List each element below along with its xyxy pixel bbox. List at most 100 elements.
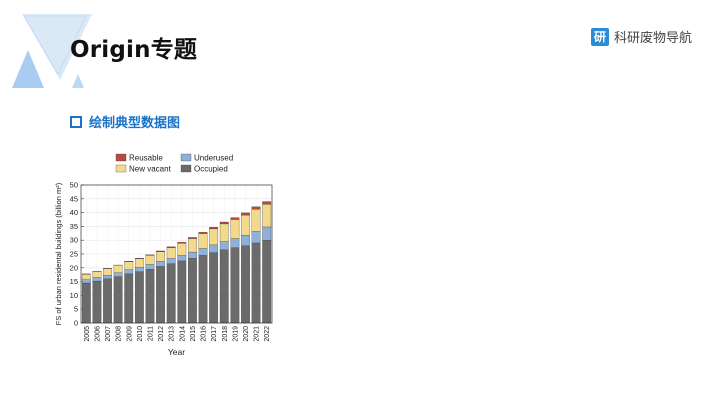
bar-reusable-2021	[251, 206, 261, 210]
legend-label-underused: Underused	[194, 154, 233, 163]
bar-occupied-2008	[113, 276, 123, 324]
x-tick-label: 2022	[264, 326, 271, 342]
brand-text: 科研废物导航	[613, 31, 692, 46]
bar-reusable-2022	[262, 201, 272, 205]
deco-triangle-large	[22, 14, 92, 80]
bar-new-vacant-2009	[124, 261, 134, 270]
y-axis-label: FS of urban residental buildings (billio…	[54, 182, 63, 325]
plot-frame	[80, 184, 273, 324]
y-tick-label: 30	[70, 236, 78, 245]
bar-reusable-2019	[230, 217, 240, 220]
bar-new-vacant-2022	[262, 204, 272, 228]
brand: 研 科研废物导航	[590, 27, 692, 46]
bar-occupied-2016	[198, 255, 208, 324]
bar-reusable-2011	[145, 254, 155, 256]
legend-label-reusable: Reusable	[129, 154, 163, 163]
bar-new-vacant-2005	[81, 273, 91, 280]
bar-reusable-2015	[188, 237, 197, 239]
bar-underused-2008	[113, 272, 123, 277]
bar-underused-2014	[177, 255, 187, 262]
x-tick-label: 2021	[254, 326, 261, 342]
bar-underused-2016	[198, 248, 208, 256]
bar-reusable-2013	[166, 246, 176, 248]
bar-occupied-2012	[156, 266, 165, 324]
x-tick-label: 2019	[232, 326, 239, 342]
bar-new-vacant-2008	[113, 265, 123, 273]
bar-new-vacant-2013	[166, 247, 176, 259]
bar-occupied-2005	[81, 282, 91, 324]
bar-reusable-2017	[209, 227, 219, 230]
deco-triangle-tiny	[72, 74, 84, 88]
bar-occupied-2022	[262, 240, 272, 324]
bar-underused-2006	[92, 277, 102, 282]
x-tick-label: 2007	[105, 326, 112, 342]
bar-underused-2020	[241, 235, 250, 246]
y-tick-label: 5	[74, 305, 78, 314]
deco-triangle-small	[12, 50, 44, 88]
bar-new-vacant-2012	[156, 251, 165, 262]
bar-occupied-2021	[251, 242, 261, 324]
bar-new-vacant-2015	[188, 238, 197, 253]
legend-label-new-vacant: New vacant	[129, 165, 172, 174]
bar-occupied-2006	[92, 280, 102, 324]
bar-new-vacant-2019	[230, 219, 240, 239]
y-tick-label: 40	[70, 208, 78, 217]
bar-occupied-2019	[230, 247, 240, 324]
brand-logo-icon: 研	[590, 27, 609, 46]
slide-title: Origin专题	[70, 37, 198, 63]
bar-occupied-2007	[103, 278, 112, 324]
bar-underused-2021	[251, 231, 261, 244]
deco-triangle-outline	[23, 15, 87, 76]
bar-occupied-2015	[188, 257, 197, 324]
x-tick-label: 2015	[190, 326, 197, 342]
bar-underused-2022	[262, 226, 272, 241]
bar-underused-2013	[166, 258, 176, 264]
stacked-bar-chart: 0 5 10 15 20 25 30 35 40 45 50 2005 2006 2007 2008 2009…	[54, 153, 273, 357]
bar-underused-2007	[103, 275, 112, 279]
legend-label-occupied: Occupied	[194, 165, 228, 174]
y-tick-label: 50	[70, 181, 78, 190]
x-tick-label: 2014	[179, 326, 186, 342]
bar-new-vacant-2018	[219, 223, 229, 242]
bar-underused-2018	[219, 241, 229, 251]
section-heading: 绘制典型数据图	[70, 112, 180, 131]
bar-underused-2015	[188, 251, 197, 259]
x-tick-label: 2009	[126, 326, 133, 342]
bar-underused-2005	[81, 279, 91, 284]
bar-new-vacant-2020	[241, 214, 250, 236]
bar-occupied-2010	[134, 271, 144, 324]
y-tick-label: 35	[70, 222, 78, 231]
bar-reusable-2012	[156, 250, 165, 252]
bar-occupied-2018	[219, 249, 229, 324]
x-tick-label: 2005	[84, 326, 91, 342]
bar-underused-2012	[156, 261, 165, 267]
bar-reusable-2016	[198, 232, 208, 234]
y-tick-label: 0	[74, 319, 78, 328]
section-label: 绘制典型数据图	[89, 116, 181, 131]
legend-swatch-underused	[180, 153, 192, 162]
bar-occupied-2009	[124, 273, 134, 324]
bar-new-vacant-2016	[198, 233, 208, 249]
bar-reusable-2020	[241, 212, 250, 216]
x-tick-label: 2006	[94, 326, 101, 342]
bar-underused-2009	[124, 269, 134, 275]
x-tick-label: 2008	[116, 326, 123, 342]
bar-underused-2019	[230, 238, 240, 248]
x-tick-label: 2018	[222, 326, 229, 342]
legend-swatch-occupied	[180, 164, 192, 173]
bar-reusable-2018	[219, 221, 229, 225]
bar-new-vacant-2010	[134, 258, 144, 268]
bar-occupied-2014	[177, 260, 187, 324]
y-tick-label: 10	[70, 291, 78, 300]
bar-new-vacant-2007	[103, 268, 112, 276]
y-tick-label: 25	[70, 250, 78, 259]
bar-occupied-2020	[241, 245, 250, 324]
corner-decoration	[12, 14, 92, 88]
bar-new-vacant-2011	[145, 255, 155, 265]
legend-swatch-reusable	[115, 153, 127, 162]
bar-reusable-2014	[177, 241, 187, 244]
bar-reusable-2009	[124, 261, 134, 262]
legend-swatch-new-vacant	[115, 164, 127, 173]
square-bullet-icon	[70, 115, 82, 128]
x-tick-label: 2016	[201, 326, 208, 342]
